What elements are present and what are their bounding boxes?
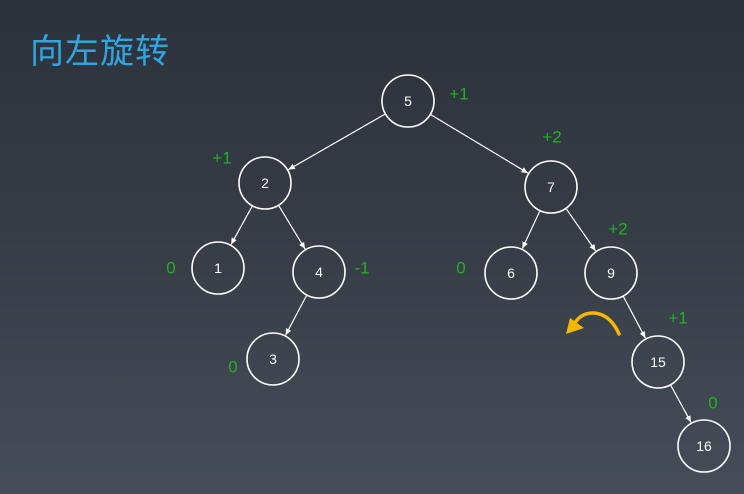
edge-2-1 (230, 205, 253, 245)
balance-factor-16: 0 (708, 394, 717, 413)
balance-factor-6: 0 (456, 259, 465, 278)
balance-factor-4: -1 (354, 259, 369, 278)
edge-7-9 (565, 207, 597, 252)
rotate-left-arrow-icon (566, 311, 621, 336)
tree-node-7: 7 (524, 160, 578, 214)
balance-factor-9: +2 (608, 220, 627, 239)
node-label: 7 (547, 179, 555, 195)
edge-5-2 (288, 113, 386, 171)
edges-layer (230, 113, 692, 423)
node-label: 1 (214, 260, 222, 276)
tree-node-9: 9 (584, 246, 638, 300)
balance-factor-7: +2 (542, 128, 561, 147)
node-circle (524, 160, 578, 214)
node-label: 9 (607, 265, 615, 281)
tree-node-4: 4 (292, 245, 346, 299)
tree-node-5: 5 (381, 74, 435, 128)
tree-node-3: 3 (246, 332, 300, 386)
tree-node-15: 15 (631, 335, 685, 389)
tree-node-1: 1 (191, 241, 245, 295)
node-circle (191, 241, 245, 295)
nodes-layer: 5 2 7 1 4 6 9 3 15 16 (191, 74, 731, 473)
edge-15-16 (669, 384, 692, 423)
balance-factor-1: 0 (166, 259, 175, 278)
node-circle (631, 335, 685, 389)
tree-node-2: 2 (238, 156, 292, 210)
tree-node-6: 6 (484, 246, 538, 300)
edge-2-4 (277, 204, 306, 250)
balance-factor-2: +1 (212, 149, 231, 168)
tree-node-16: 16 (677, 419, 731, 473)
node-label: 5 (404, 93, 412, 109)
node-circle (238, 156, 292, 210)
node-label: 4 (315, 264, 323, 280)
balance-factor-layer: +1 +1 +2 0 -1 0 +2 0 +1 0 (166, 85, 717, 413)
slide-title: 向左旋转 (30, 32, 170, 72)
edge-5-7 (429, 113, 529, 174)
balance-factor-3: 0 (228, 358, 237, 377)
balance-factor-5: +1 (449, 85, 468, 104)
node-circle (381, 74, 435, 128)
node-label: 6 (507, 265, 515, 281)
edge-9-15 (622, 295, 646, 339)
node-circle (584, 246, 638, 300)
balance-factor-15: +1 (668, 309, 687, 328)
node-circle (677, 419, 731, 473)
node-circle (246, 332, 300, 386)
edge-4-3 (285, 294, 308, 336)
node-label: 2 (261, 175, 269, 191)
edge-7-6 (521, 210, 541, 249)
node-label: 16 (696, 438, 712, 454)
node-label: 15 (650, 354, 666, 370)
node-label: 3 (269, 351, 277, 367)
node-circle (484, 246, 538, 300)
node-circle (292, 245, 346, 299)
